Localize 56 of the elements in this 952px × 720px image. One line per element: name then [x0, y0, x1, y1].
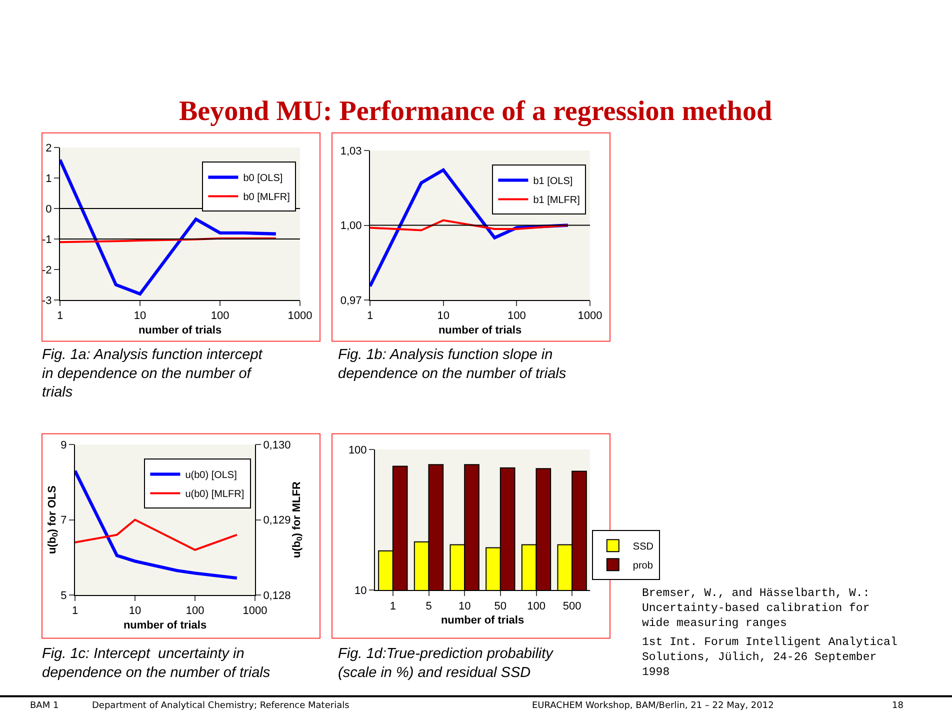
x-tick-label: 100 [507, 310, 526, 322]
y-tick-label: 1 [46, 172, 52, 185]
text: EURACHEM Workshop, BAM/Berlin, 21 – 22 May, 2012 [532, 701, 774, 711]
x-tick-label: 5 [426, 600, 432, 612]
y-tick-label: 1,00 [340, 220, 362, 232]
x-tick-label: 100 [186, 605, 204, 618]
legend-label: b1 [OLS] [533, 176, 573, 188]
x-tick-label: 10 [128, 605, 142, 618]
y-tick-label: -1 [42, 234, 52, 246]
legend-label: prob [632, 560, 654, 572]
x-axis-title: number of trials [123, 619, 207, 632]
y2-tick-label: 0,128 [263, 590, 291, 602]
caption: Fig. 1c: Intercept uncertainty in dependence on the number of trials [42, 646, 270, 681]
legend-label: b0 [OLS] [243, 173, 283, 184]
legend-label: u(b0) [OLS] [185, 470, 238, 482]
y-tick-label: 7 [60, 514, 67, 527]
x-tick-label: 10 [134, 310, 146, 322]
x-axis-title: number of trials [438, 324, 522, 336]
text: Department of Analytical Chemistry; Reference Materials [92, 701, 350, 711]
text: BAM 1 [30, 701, 59, 711]
y-tick-label: 0 [46, 203, 52, 216]
y-tick-label: 1,03 [340, 145, 362, 158]
y-tick-label: 5 [60, 590, 67, 602]
y-tick-label: -3 [42, 294, 52, 307]
x-tick-label: 500 [562, 600, 582, 612]
x-tick-label: 10 [437, 310, 450, 322]
y-tick-label: 9 [60, 439, 67, 452]
x-tick-label: 1 [72, 605, 78, 618]
text: Beyond MU: Performance of a regression method [179, 96, 772, 127]
y-tick-label: 10 [354, 584, 367, 597]
legend-label: b0 [MLFR] [243, 192, 290, 204]
y-tick-label: 100 [348, 444, 367, 456]
x-tick-label: 1000 [578, 310, 602, 322]
legend-label: b1 [MLFR] [533, 195, 580, 206]
y-tick-label: 2 [46, 142, 52, 154]
y2-tick-label: 0,130 [263, 439, 291, 452]
x-axis-title: number of trials [138, 324, 222, 336]
x-axis-title: number of trials [440, 614, 524, 626]
legend-label: SSD [632, 542, 654, 553]
caption: Fig. 1b: Analysis function slope in dependence on the number of trials [338, 347, 566, 382]
x-tick-label: 1000 [288, 310, 312, 322]
x-tick-label: 100 [527, 600, 546, 612]
y-tick-label: 0,97 [340, 294, 362, 307]
text: Bremser, W., and Hässelbarth, W.: Uncertainty-based calibration for wide measuring ranges [642, 587, 870, 630]
legend-label: u(b0) [MLFR] [185, 489, 244, 500]
caption: Fig. 1a: Analysis function intercept in dependence on the number of trials [42, 347, 264, 401]
x-tick-label: 10 [458, 600, 471, 612]
x-tick-label: 1 [390, 600, 396, 612]
y2-tick-label: 0,129 [263, 514, 291, 527]
caption: Fig. 1d:True-prediction probability (scale in %) and residual SSD [338, 646, 554, 681]
x-tick-label: 100 [210, 310, 230, 322]
x-tick-label: 50 [494, 600, 507, 612]
x-tick-label: 1000 [242, 605, 268, 618]
text: 18 [892, 701, 904, 711]
text: 1st Int. Forum Intelligent Analytical Solutions, Jülich, 24-26 September 1998 [642, 636, 898, 679]
y-tick-label: -2 [42, 264, 52, 276]
